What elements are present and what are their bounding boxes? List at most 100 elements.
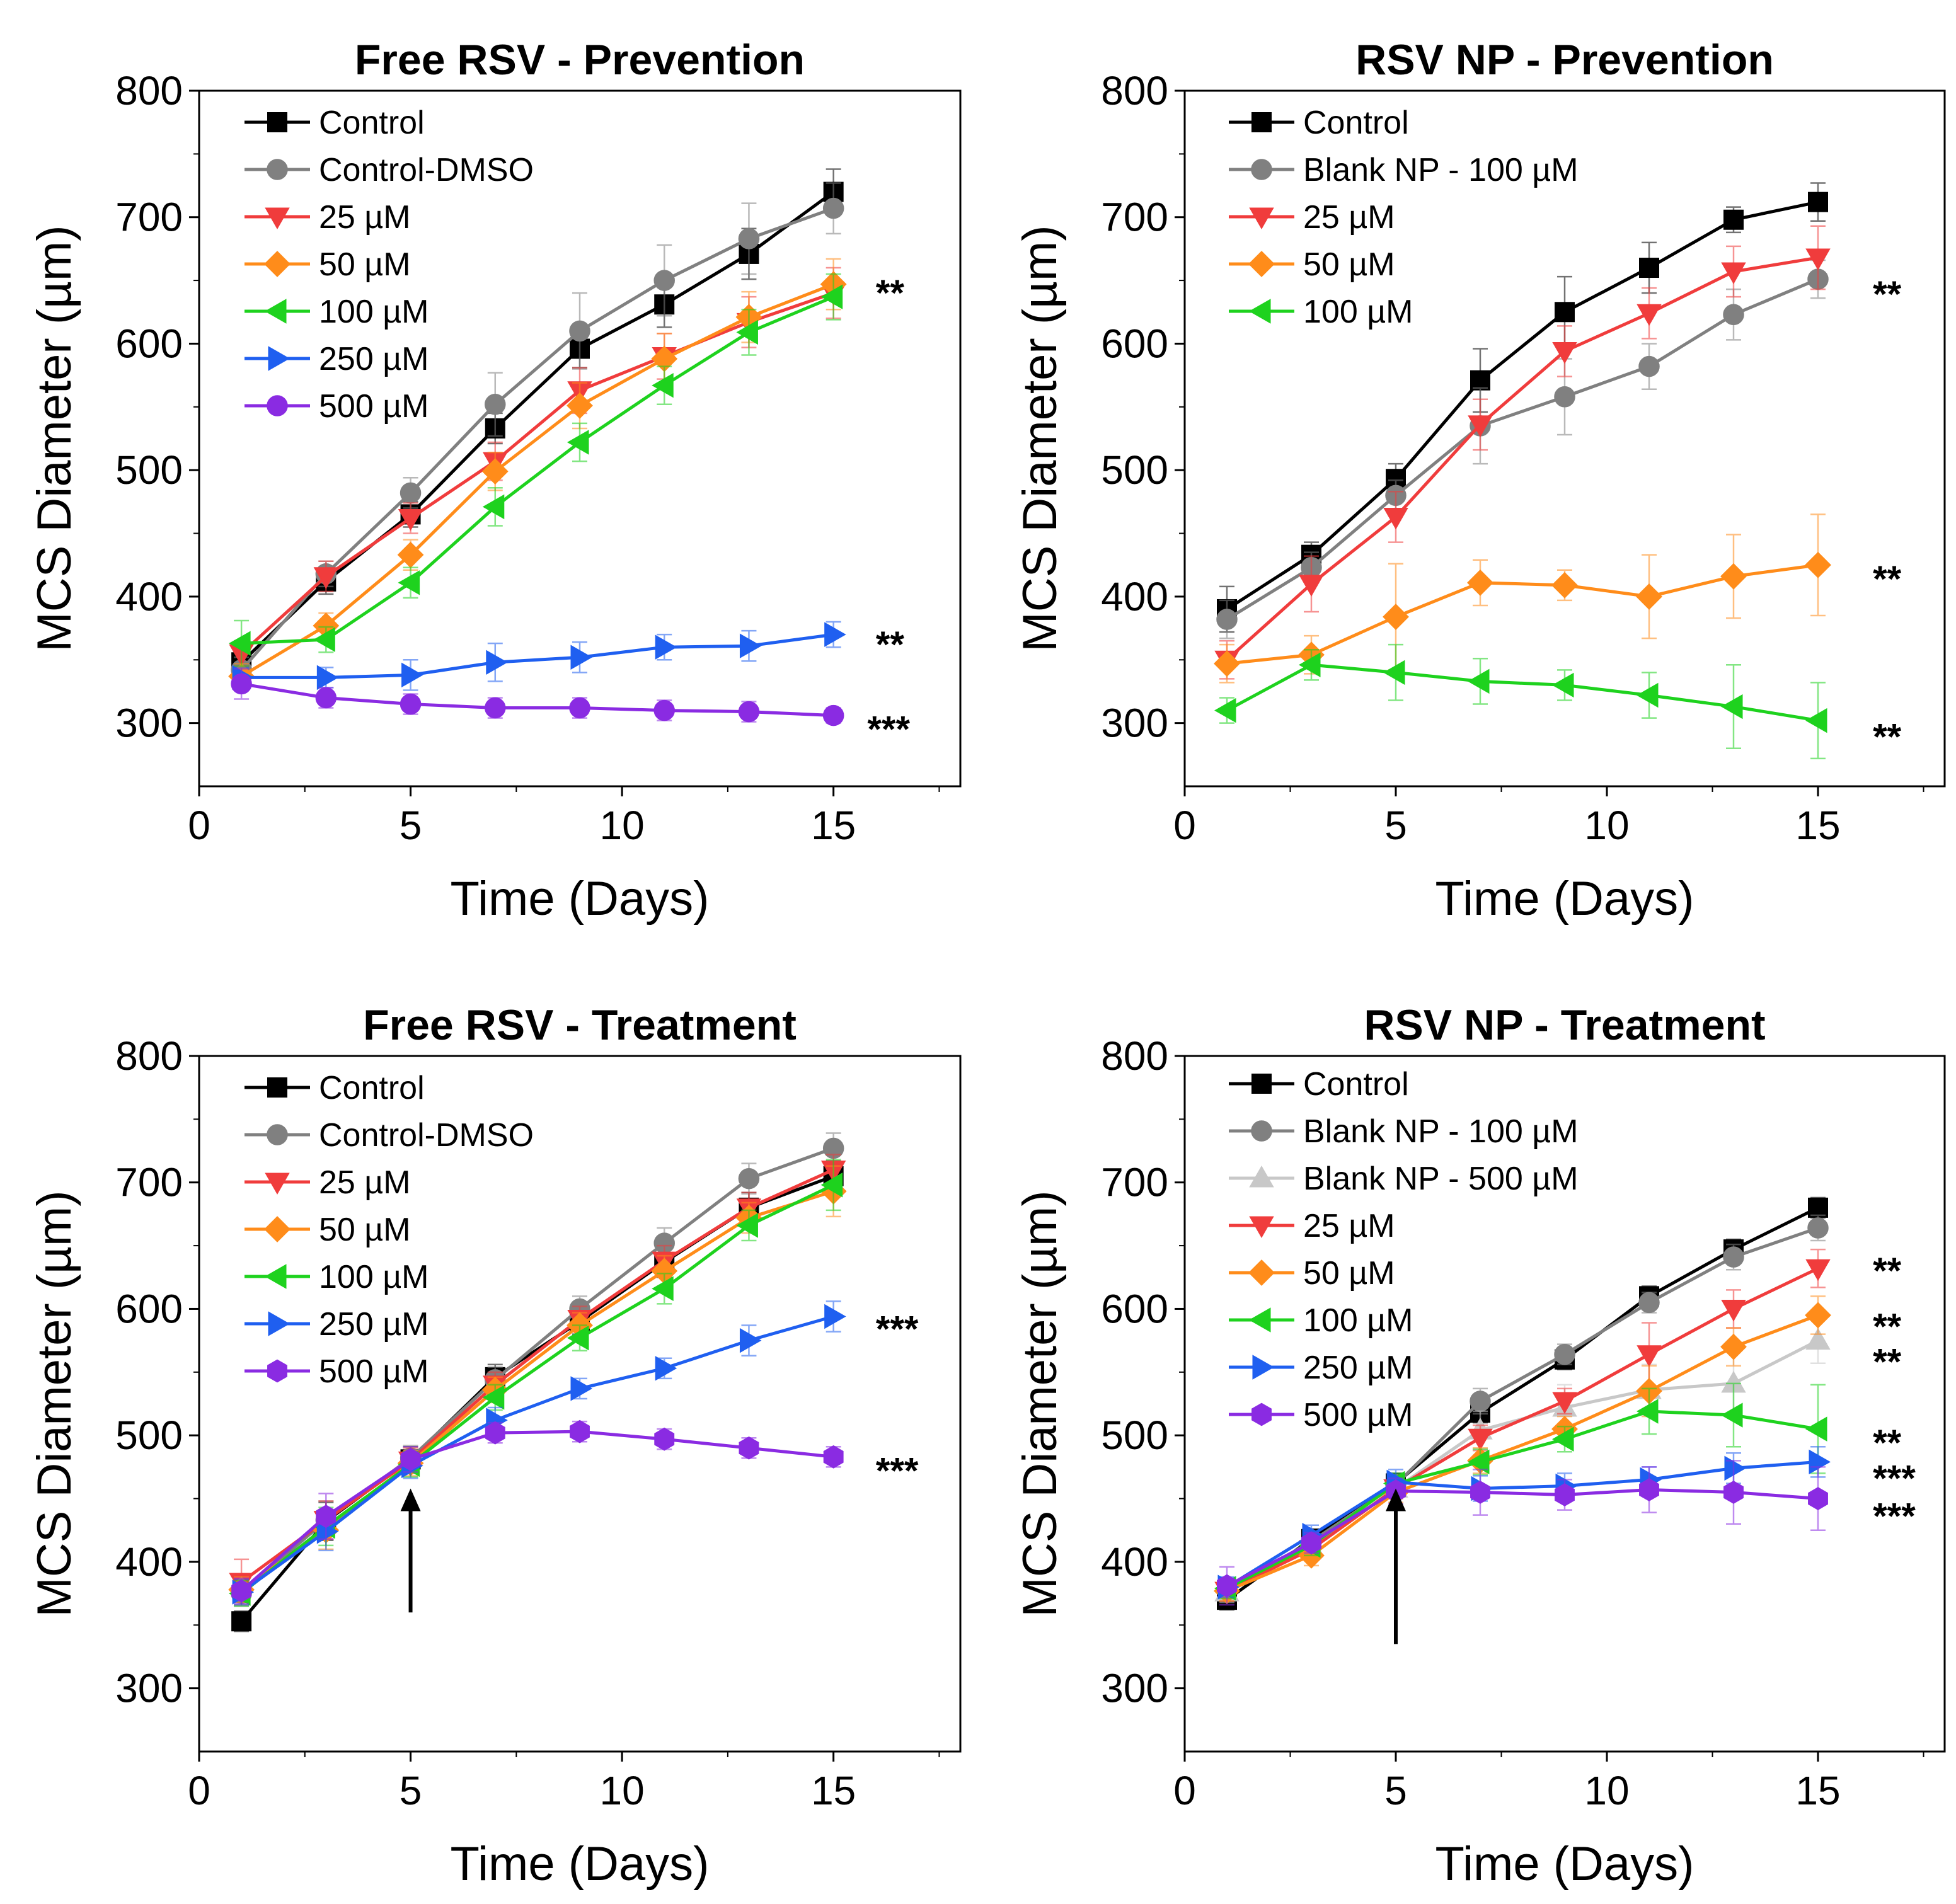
data-point	[824, 1304, 846, 1329]
data-point	[481, 458, 509, 485]
y-tick-label: 500	[1101, 447, 1168, 493]
data-point	[655, 1356, 677, 1381]
significance-marker: **	[1873, 559, 1902, 600]
series-line	[1226, 1266, 1819, 1593]
x-tick-label: 0	[1173, 803, 1196, 848]
series-100-m	[229, 273, 843, 667]
series-500-m	[231, 668, 844, 726]
data-point	[1809, 1449, 1831, 1475]
legend-marker	[264, 1216, 291, 1242]
legend-entry: 250 µM	[244, 1306, 429, 1343]
x-tick-label: 0	[1173, 1768, 1196, 1813]
series-250-m	[1217, 1445, 1831, 1600]
significance-marker: **	[1873, 1251, 1902, 1292]
data-point	[1723, 1481, 1744, 1504]
data-point	[1468, 415, 1493, 437]
legend-entry: Control	[1229, 105, 1409, 141]
data-point	[486, 650, 508, 675]
data-point	[1720, 1333, 1747, 1360]
data-point	[1636, 583, 1662, 610]
y-tick-label: 700	[115, 1160, 183, 1205]
data-point	[1467, 569, 1493, 596]
legend-marker	[264, 1264, 287, 1289]
series-line	[240, 190, 835, 664]
series-line	[240, 291, 834, 655]
series-control-dmso	[231, 182, 844, 684]
data-point	[736, 1213, 758, 1238]
y-tick-label: 400	[1101, 1539, 1168, 1585]
x-tick-label: 5	[1384, 803, 1407, 848]
data-point	[567, 1325, 589, 1351]
legend-entry: Control-DMSO	[244, 1117, 534, 1154]
x-axis-label: Time (Days)	[1435, 872, 1694, 926]
x-tick-label: 10	[600, 803, 645, 848]
legend-entry: 25 µM	[244, 1164, 411, 1201]
data-point	[1805, 551, 1831, 578]
legend-marker	[267, 159, 288, 180]
legend-entry: Control	[244, 1070, 425, 1106]
y-axis-label: MCS Diameter (µm)	[1013, 1190, 1067, 1617]
legend-label: 50 µM	[1303, 246, 1395, 283]
data-point	[1554, 1343, 1575, 1365]
data-point	[1552, 1392, 1577, 1414]
data-point	[1468, 1428, 1493, 1451]
data-point	[1299, 575, 1324, 597]
legend-label: 50 µM	[319, 1212, 411, 1248]
legend-marker	[1251, 159, 1272, 180]
data-point	[570, 1376, 593, 1401]
legend-entry: 25 µM	[1229, 1208, 1395, 1244]
series-50-m	[1214, 513, 1831, 684]
chart-panel-free-prevention: Free RSV - Prevention 0 5 10 15 300 400 500 600 7…	[28, 36, 962, 926]
y-tick-label: 600	[1101, 321, 1168, 366]
data-point	[1214, 697, 1236, 723]
x-tick-label: 5	[400, 1768, 422, 1813]
legend-entry: 50 µM	[244, 246, 411, 283]
legend-label: Blank NP - 100 µM	[1303, 1113, 1579, 1150]
significance-marker: ***	[876, 1450, 919, 1491]
significance-marker: **	[876, 624, 905, 665]
data-point	[398, 508, 423, 531]
data-point	[1636, 1399, 1659, 1424]
series-50-m	[1214, 1295, 1831, 1604]
data-point	[485, 1421, 505, 1445]
y-tick-label: 500	[115, 1413, 183, 1458]
significance-marker: ***	[876, 1309, 919, 1350]
data-point	[654, 1427, 675, 1451]
x-axis-label: Time (Days)	[451, 1837, 710, 1891]
y-tick-label: 700	[1101, 195, 1168, 240]
data-point	[1805, 248, 1831, 270]
significance-marker: **	[1873, 1423, 1902, 1464]
chart-panel-np-treatment: RSV NP - Treatment 0 5 10 15 300 400 500 600 700 8…	[1013, 1001, 1946, 1891]
data-point	[1723, 304, 1744, 326]
data-point	[482, 494, 505, 520]
series-250-m	[232, 621, 846, 691]
series-line	[1226, 277, 1819, 621]
data-point	[738, 228, 760, 249]
plot-frame	[1183, 1055, 1946, 1753]
data-point	[1805, 708, 1827, 733]
legend-entry: Control	[1229, 1066, 1409, 1103]
legend-label: Control	[319, 105, 425, 141]
data-point	[570, 645, 593, 670]
legend-label: 25 µM	[319, 1164, 411, 1201]
series-500-m	[231, 1419, 844, 1605]
x-tick-label: 10	[1584, 803, 1629, 848]
data-point	[313, 627, 335, 652]
significance-marker: **	[1873, 1342, 1902, 1383]
data-point	[1552, 341, 1577, 364]
data-point	[822, 704, 844, 726]
data-point	[739, 1328, 762, 1353]
legend-marker	[267, 1359, 287, 1383]
plot-frame	[198, 1055, 962, 1753]
x-axis-label: Time (Days)	[1435, 1837, 1694, 1891]
legend-marker	[264, 299, 287, 324]
data-point	[653, 699, 675, 721]
legend-marker	[1249, 207, 1274, 230]
data-point	[316, 665, 339, 691]
significance-marker: **	[876, 273, 905, 314]
legend-entry: 100 µM	[1229, 294, 1413, 330]
legend-entry: Blank NP - 100 µM	[1229, 1113, 1579, 1150]
series-line	[240, 207, 834, 671]
data-point	[820, 1173, 843, 1198]
legend-marker	[1248, 1307, 1271, 1333]
